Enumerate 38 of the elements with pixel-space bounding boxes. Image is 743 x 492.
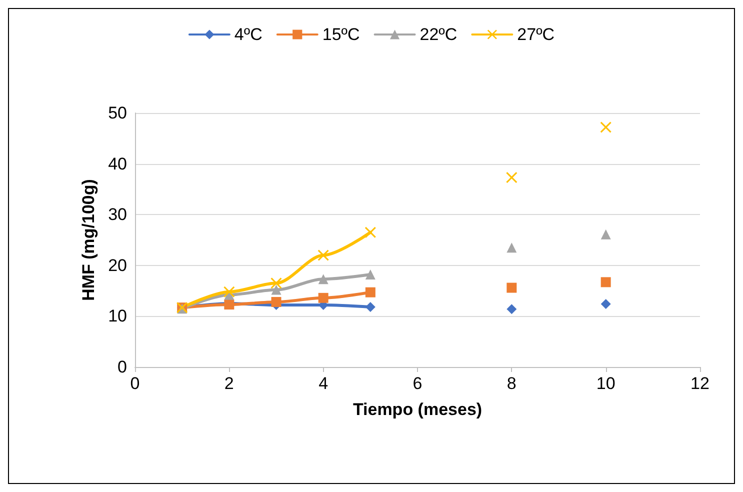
- x-tick-label: 12: [690, 374, 710, 393]
- x-tick-label: 8: [506, 374, 516, 393]
- y-axis-title: HMF (mg/100g): [79, 179, 98, 301]
- point: [318, 274, 328, 284]
- point: [365, 287, 376, 298]
- point: [600, 277, 611, 288]
- x-tick-label: 10: [596, 374, 616, 393]
- y-tick-label: 40: [108, 154, 127, 174]
- x-tick-label: 2: [224, 374, 234, 393]
- x-tick-label: 4: [318, 374, 328, 393]
- point: [506, 282, 517, 293]
- point: [364, 226, 376, 238]
- point: [600, 299, 611, 310]
- legend-label: 15ºC: [322, 25, 360, 44]
- point: [506, 242, 517, 253]
- point: [506, 304, 517, 314]
- y-tick-label: 30: [108, 205, 127, 224]
- point: [600, 229, 611, 240]
- point: [365, 302, 376, 312]
- point: [600, 122, 612, 133]
- legend-label: 22ºC: [420, 25, 458, 44]
- y-tick-label: 20: [108, 256, 127, 275]
- point: [270, 278, 282, 289]
- legend-label: 27ºC: [517, 25, 555, 44]
- point: [271, 284, 282, 295]
- legend-label: 4ºC: [234, 25, 262, 44]
- point: [318, 292, 328, 303]
- x-axis-title: Tiempo (meses): [352, 400, 482, 419]
- x-tick-label: 0: [130, 374, 140, 393]
- x-tick-label: 6: [412, 374, 422, 393]
- point: [224, 286, 235, 298]
- point: [365, 270, 376, 280]
- y-tick-label: 10: [108, 306, 127, 326]
- point: [318, 250, 329, 261]
- point: [506, 172, 518, 184]
- y-tick-label: 50: [108, 104, 127, 122]
- y-tick-label: 0: [118, 358, 127, 376]
- point: [271, 296, 282, 307]
